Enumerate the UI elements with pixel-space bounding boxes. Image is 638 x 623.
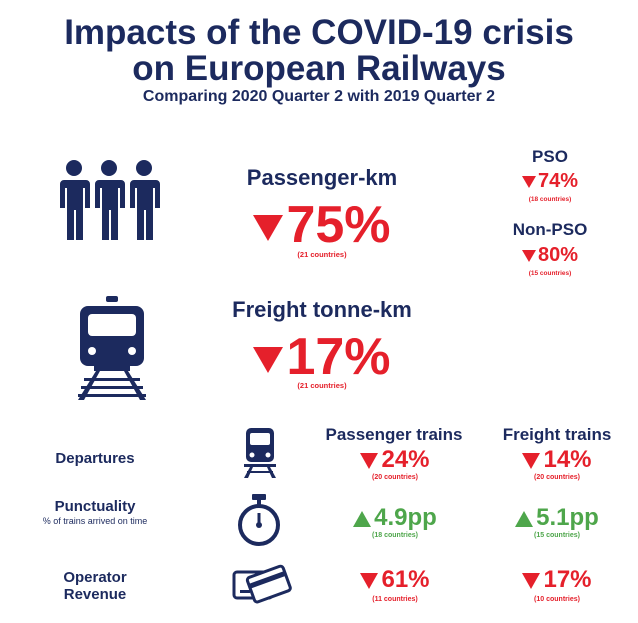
down-arrow-icon: [360, 572, 379, 589]
passenger-km-countries: (21 countries): [297, 250, 347, 259]
freight-tkm-value: 17%: [232, 330, 412, 384]
punctuality-passenger-countries: (18 countries): [372, 532, 418, 539]
up-arrow-icon: [515, 510, 534, 527]
train-small-icon: [244, 428, 276, 478]
nonpso-label: Non-PSO: [512, 220, 588, 239]
pso-label: PSO: [532, 147, 568, 166]
revenue-passenger-countries: (11 countries): [372, 596, 418, 603]
down-arrow-icon: [253, 215, 284, 242]
pso-value: 74%: [500, 170, 600, 193]
nonpso-countries: (15 countries): [528, 270, 572, 277]
train-front-icon: [78, 296, 146, 400]
down-arrow-icon: [253, 347, 284, 374]
title-line2: on European Railways: [132, 49, 506, 88]
passenger-km-label: Passenger-km: [246, 165, 398, 190]
subtitle: Comparing 2020 Quarter 2 with 2019 Quart…: [142, 88, 496, 105]
down-arrow-icon: [360, 452, 379, 469]
departures-freight-countries: (20 countries): [534, 474, 580, 481]
nonpso-value: 80%: [500, 244, 600, 267]
revenue-freight-countries: (10 countries): [534, 596, 580, 603]
freight-tkm-label: Freight tonne-km: [232, 297, 412, 322]
revenue-freight-value: 17%: [492, 566, 622, 594]
title-line1: Impacts of the COVID-19 crisis: [64, 13, 574, 52]
departures-freight-value: 14%: [492, 446, 622, 474]
freight-tkm-countries: (21 countries): [297, 381, 347, 390]
col-freight-trains: Freight trains: [502, 425, 612, 444]
departures-passenger-countries: (20 countries): [372, 474, 418, 481]
down-arrow-icon: [522, 572, 541, 589]
punctuality-freight-value: 5.1pp: [492, 504, 622, 532]
pso-countries: (18 countries): [528, 196, 572, 203]
down-arrow-icon: [521, 249, 536, 262]
up-arrow-icon: [353, 510, 372, 527]
punctuality-label: Punctuality: [54, 498, 136, 515]
punctuality-passenger-value: 4.9pp: [330, 504, 460, 532]
revenue-passenger-value: 61%: [330, 566, 460, 594]
people-icon: [60, 160, 160, 240]
cards-icon: [232, 564, 292, 604]
down-arrow-icon: [521, 175, 536, 188]
punctuality-sublabel: % of trains arrived on time: [42, 516, 148, 526]
departures-passenger-value: 24%: [330, 446, 460, 474]
col-passenger-trains: Passenger trains: [325, 425, 463, 444]
down-arrow-icon: [522, 452, 541, 469]
departures-label: Departures: [55, 450, 135, 467]
punctuality-freight-countries: (15 countries): [534, 532, 580, 539]
stopwatch-icon: [238, 494, 280, 546]
passenger-km-value: 75%: [232, 198, 412, 252]
revenue-label-line1: Operator: [63, 569, 127, 586]
revenue-label-line2: Revenue: [63, 586, 127, 603]
